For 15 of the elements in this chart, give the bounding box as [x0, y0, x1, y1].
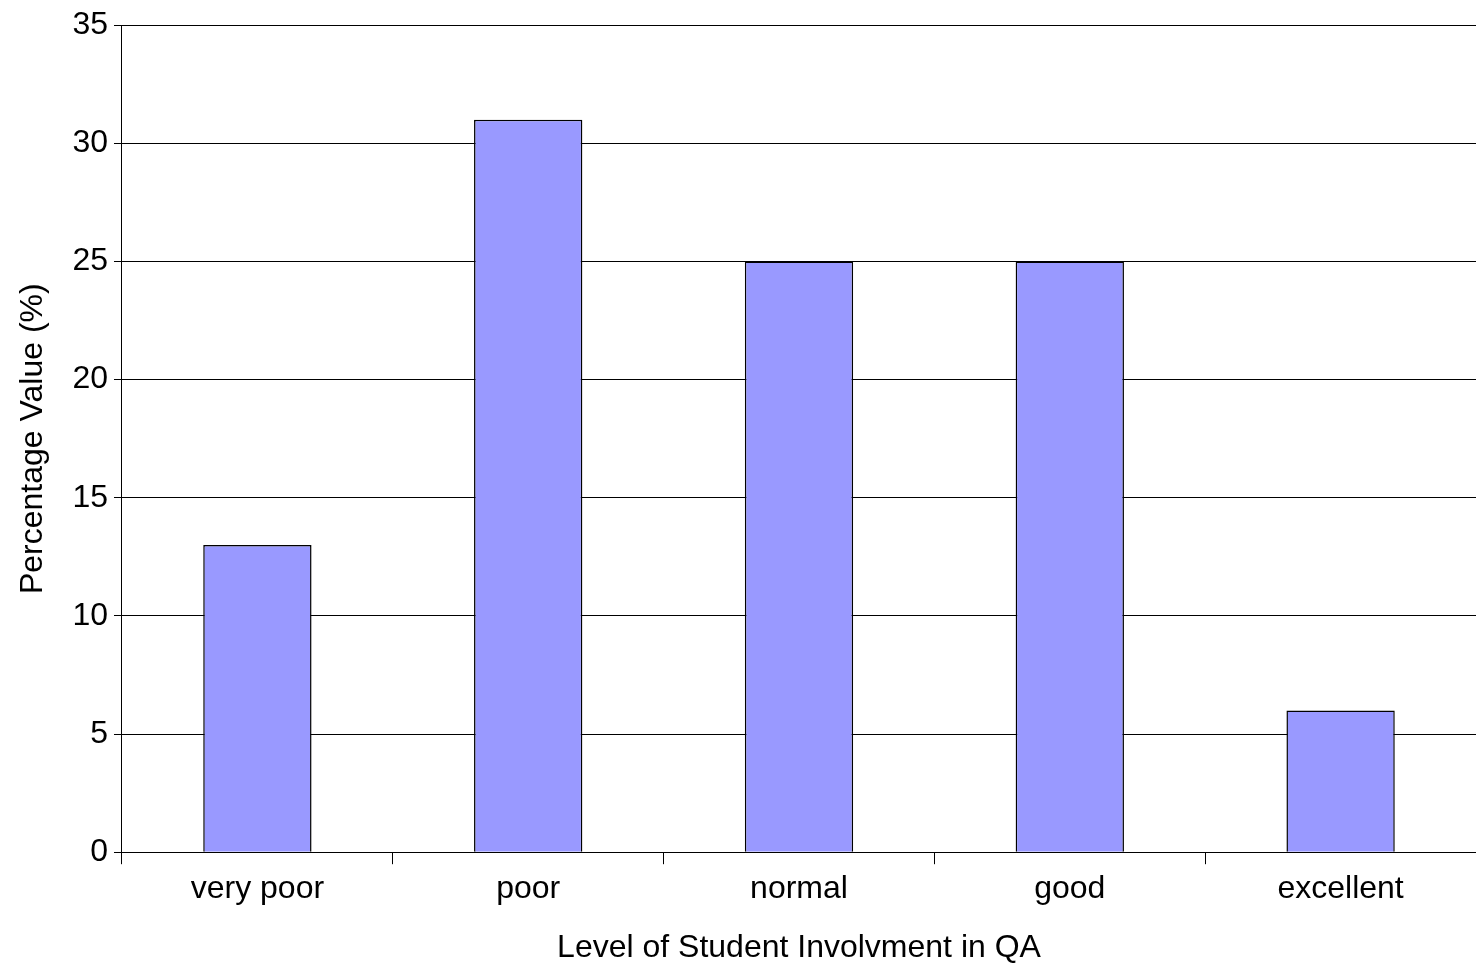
y-tick-label: 15 — [72, 477, 108, 514]
x-tick-label: normal — [750, 869, 848, 906]
y-axis-title: Percentage Value (%) — [13, 283, 50, 595]
y-tick-label: 20 — [72, 359, 108, 396]
y-tick-label: 0 — [90, 832, 108, 869]
x-tick-label: very poor — [190, 869, 325, 906]
x-axis-title: Level of Student Involvment in QA — [557, 927, 1042, 964]
y-tick-label: 35 — [72, 5, 108, 42]
y-tick-label: 10 — [72, 595, 108, 632]
y-tick-label: 5 — [90, 713, 108, 750]
x-tick-label: good — [1034, 869, 1106, 906]
y-tick-label: 30 — [72, 123, 108, 160]
x-tick-label: excellent — [1277, 869, 1404, 906]
y-tick-label: 25 — [72, 241, 108, 278]
x-tick-label: poor — [496, 869, 561, 906]
